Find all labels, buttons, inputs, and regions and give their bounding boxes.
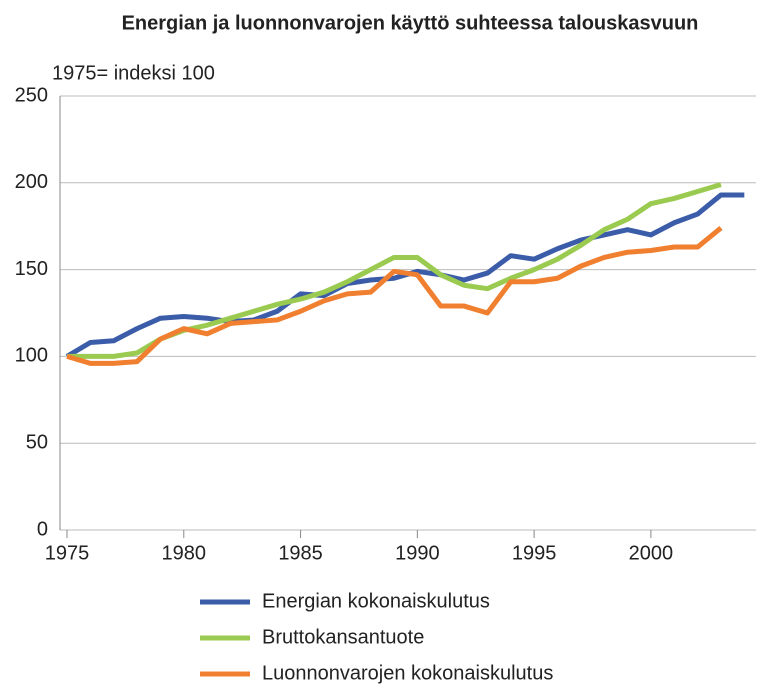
y-tick-label: 200 (15, 171, 48, 193)
y-tick-label: 0 (37, 518, 48, 540)
x-tick-label: 1975 (45, 542, 90, 564)
series-line (65, 192, 745, 359)
y-tick-label: 250 (15, 84, 48, 106)
chart-title: Energian ja luonnonvarojen käyttö suhtee… (122, 12, 699, 34)
legend-label: Luonnonvarojen kokonaiskulutus (262, 662, 553, 684)
x-tick-label: 1985 (278, 542, 323, 564)
series-line (66, 226, 723, 366)
legend-label: Energian kokonaiskulutus (262, 590, 490, 612)
legend-label: Bruttokansantuote (262, 626, 424, 648)
x-tick-label: 2000 (629, 542, 674, 564)
y-tick-label: 100 (15, 345, 48, 367)
y-tick-label: 50 (26, 431, 48, 453)
x-tick-label: 1990 (395, 542, 440, 564)
x-tick-label: 1995 (512, 542, 557, 564)
y-tick-label: 150 (15, 258, 48, 280)
x-tick-label: 1980 (162, 542, 207, 564)
y-axis-label: 1975= indeksi 100 (52, 62, 215, 84)
